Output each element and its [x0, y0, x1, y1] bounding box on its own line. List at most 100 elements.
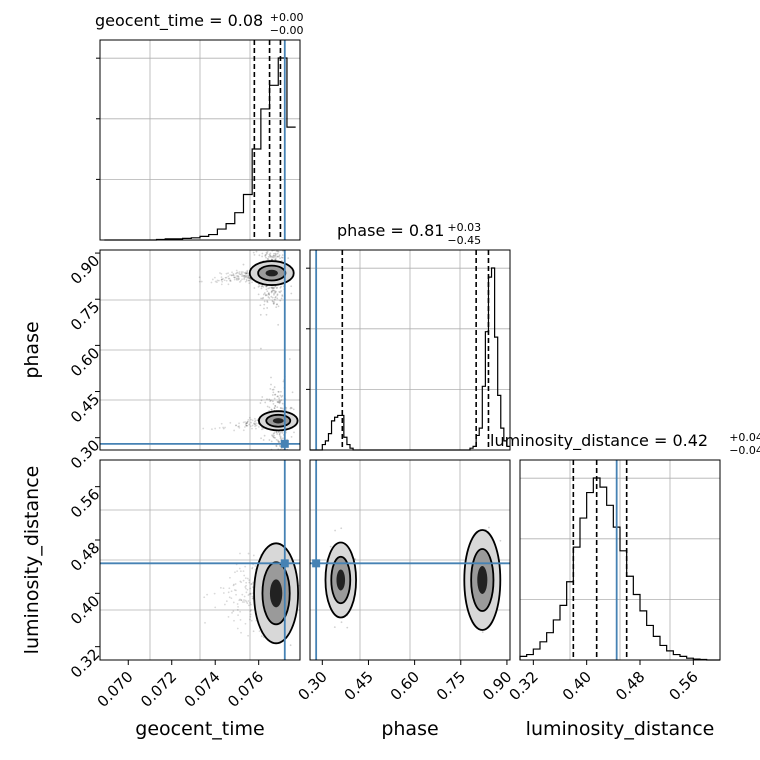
sample-dot	[280, 297, 283, 300]
sample-dot	[274, 258, 276, 261]
y-tick-label: 0.48	[67, 539, 103, 575]
sample-dot	[249, 610, 252, 613]
sample-dot	[269, 400, 272, 403]
sample-dot	[245, 276, 248, 279]
sample-dot	[270, 383, 272, 386]
sample-dot	[227, 591, 230, 594]
sample-dot	[246, 276, 249, 279]
sample-dot	[270, 440, 273, 443]
sample-dot	[253, 420, 256, 423]
sample-dot	[247, 418, 250, 421]
sample-dot	[242, 429, 245, 432]
sample-dot	[241, 275, 243, 278]
panel-frame	[99, 39, 301, 241]
sample-dot	[279, 431, 282, 434]
sample-dot	[261, 396, 264, 398]
sample-dot	[276, 297, 279, 300]
sample-dot	[265, 251, 268, 254]
sample-dot	[236, 279, 238, 281]
sample-dot	[248, 416, 251, 419]
y-axis-label-phase: phase	[21, 321, 43, 378]
sample-dot	[244, 276, 246, 279]
sample-dot	[271, 287, 274, 290]
sample-dot	[274, 393, 276, 396]
sample-dot	[287, 474, 289, 476]
sample-dot	[276, 395, 279, 398]
title-plus-error: +0.03	[447, 221, 481, 234]
sample-dot	[277, 305, 280, 308]
sample-dot	[260, 297, 262, 300]
sample-dot	[273, 298, 276, 301]
sample-dot	[248, 277, 251, 280]
sample-dot	[266, 252, 268, 255]
sample-dot	[286, 456, 288, 458]
sample-dot	[228, 277, 231, 280]
sample-dot	[240, 273, 242, 276]
sample-dot	[267, 258, 270, 261]
sample-dot	[266, 405, 269, 408]
sample-dot	[278, 433, 281, 436]
sample-dot	[242, 579, 245, 582]
y-axis-label-luminosity_distance: luminosity_distance	[21, 466, 43, 655]
sample-dot	[279, 407, 282, 409]
sample-dot	[281, 294, 284, 297]
sample-dot	[271, 258, 273, 261]
sample-dot	[259, 402, 262, 404]
sample-dot	[273, 407, 276, 410]
sample-dot	[272, 301, 275, 303]
sample-dot	[250, 421, 253, 424]
sample-dot	[354, 558, 357, 560]
sample-dot	[267, 287, 270, 290]
sample-dot	[274, 393, 277, 396]
sample-dot	[269, 387, 272, 390]
sample-dot	[246, 420, 249, 423]
sample-dot	[210, 281, 213, 284]
sample-dot	[280, 290, 282, 292]
sample-dot	[202, 427, 205, 430]
sample-dot	[281, 246, 283, 248]
sample-dot	[265, 458, 267, 460]
sample-dot	[276, 303, 279, 306]
sample-dot	[254, 424, 257, 426]
y-axis-luminosity_distance: 0.32 0.40 0.48 0.56 luminosity_distance	[21, 466, 103, 682]
y-tick-label: 0.56	[67, 485, 103, 521]
sample-dot	[288, 358, 291, 360]
sample-dot	[246, 424, 248, 427]
sample-dot	[260, 285, 263, 288]
sample-dot	[261, 285, 264, 288]
sample-dot	[244, 274, 247, 277]
sample-dot	[281, 254, 284, 257]
sample-dot	[246, 424, 249, 427]
sample-dot	[247, 594, 250, 597]
sample-dot	[220, 283, 223, 286]
sample-dot	[266, 247, 268, 249]
sample-dot	[273, 289, 276, 292]
sample-dot	[276, 293, 279, 296]
sample-dot	[241, 601, 244, 603]
sample-dot	[227, 283, 230, 286]
sample-dot	[278, 433, 281, 435]
sample-dot	[237, 425, 240, 428]
sample-dot	[232, 274, 235, 277]
sample-dot	[213, 592, 216, 595]
sample-dot	[278, 254, 281, 257]
sample-dot	[240, 599, 243, 602]
sample-dot	[236, 627, 239, 630]
sample-dot	[265, 294, 267, 297]
sample-dot	[244, 599, 247, 602]
x-tick-label: 0.45	[341, 668, 377, 704]
sample-dot	[245, 587, 247, 590]
sample-dot	[233, 274, 235, 277]
sample-dot	[290, 407, 293, 410]
sample-dot	[334, 529, 337, 532]
sample-dot	[242, 421, 245, 424]
sample-dot	[277, 250, 280, 253]
sample-dot	[279, 291, 282, 294]
sample-dot	[281, 256, 284, 259]
sample-dot	[259, 347, 262, 350]
sample-dot	[264, 293, 267, 296]
sample-dot	[274, 290, 277, 293]
sample-dot	[277, 440, 280, 443]
sample-dot	[222, 587, 225, 590]
